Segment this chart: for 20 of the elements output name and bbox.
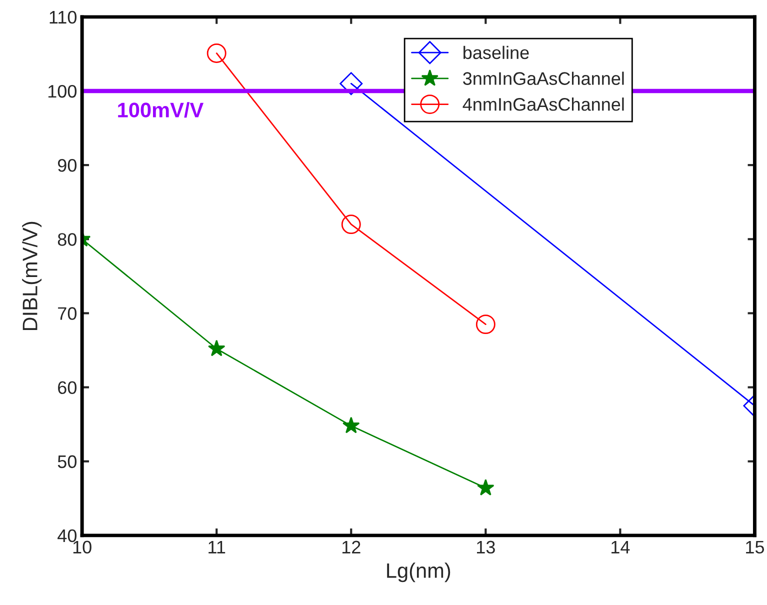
x-tick-label: 11 (208, 540, 226, 554)
ref-line-label: 100mV/V (118, 102, 204, 118)
y-tick-label: 40 (58, 529, 77, 542)
y-axis-title: DIBL(mV/V) (22, 222, 42, 330)
legend-label: baseline (464, 46, 529, 60)
y-tick-label: 60 (58, 381, 77, 394)
y-tick-label: 70 (58, 307, 77, 320)
legend-label: 3nmInGaAsChannel (463, 72, 624, 85)
x-tick-label: 13 (477, 540, 495, 554)
x-tick-label: 15 (746, 540, 764, 554)
y-tick-label: 100 (48, 84, 77, 98)
y-tick-label: 80 (58, 233, 77, 246)
y-tick-label: 50 (58, 455, 77, 468)
y-tick-label: 90 (58, 159, 77, 172)
x-tick-label: 10 (73, 540, 92, 554)
legend-label: 4nmInGaAsChannel (462, 98, 624, 111)
x-axis-title: Lg(nm) (387, 562, 450, 582)
y-tick-label: 110 (50, 10, 77, 24)
x-tick-label: 14 (612, 540, 630, 554)
x-tick-label: 12 (342, 540, 360, 554)
